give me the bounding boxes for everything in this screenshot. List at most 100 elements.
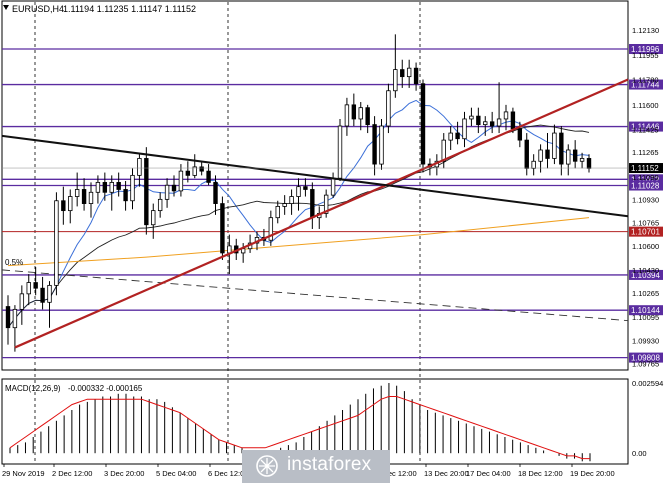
- level-tag-bg-1.10394: [629, 269, 663, 280]
- macd-panel: [9, 383, 591, 462]
- candle-body: [171, 184, 177, 192]
- candle-body: [68, 196, 73, 212]
- candle-body: [400, 69, 405, 78]
- ohlc-readout: 1.11194 1.11235 1.11147 1.11152: [63, 4, 196, 14]
- level-tag-bg-1.11446: [629, 121, 663, 132]
- price-tick-label: 1.09930: [632, 336, 659, 345]
- candle-body: [517, 128, 523, 141]
- orange-moving-average: [7, 217, 590, 267]
- candle-body: [372, 124, 377, 165]
- red-uptrend-line: [14, 78, 629, 349]
- price-tick-label: 1.10430: [632, 266, 659, 275]
- candle-body: [213, 182, 218, 204]
- candle-body: [386, 90, 391, 127]
- level-tag-bg-1.11744: [629, 79, 663, 90]
- horizontal-levels: [1, 48, 629, 359]
- candle-body: [358, 107, 363, 120]
- candle-body: [61, 200, 66, 212]
- candle-body: [206, 170, 211, 183]
- current-price-tag: 1.11152: [631, 164, 659, 173]
- macd-title: MACD(12,26,9): [5, 384, 61, 393]
- level-tag-1.10144: 1.10144: [631, 306, 660, 315]
- candle-body: [420, 83, 426, 165]
- candle-body: [227, 245, 232, 254]
- time-tick-label: 5 Dec 04:00: [156, 469, 196, 478]
- candle-body: [483, 121, 488, 125]
- candle-body: [379, 125, 384, 165]
- candle-body: [441, 139, 446, 162]
- level-tag-1.11028: 1.11028: [631, 182, 660, 191]
- instaforex-logo-icon: [256, 455, 278, 477]
- fib-level-label: 0.5%: [5, 258, 23, 267]
- level-tag-bg-1.11072: [629, 174, 663, 185]
- macd-signal-line: [9, 396, 590, 460]
- price-tick-label: 1.11425: [632, 126, 659, 135]
- candle-body: [524, 139, 529, 169]
- fib-dashed-line: [1, 269, 629, 322]
- candle-body: [310, 189, 315, 219]
- time-tick-label: 13 Dec 20:00: [424, 469, 469, 478]
- price-tick-label: 1.09765: [632, 360, 659, 369]
- candle-body: [130, 174, 135, 202]
- level-tag-bg-1.11028: [629, 180, 663, 191]
- candle-body: [5, 306, 11, 329]
- candle-body: [303, 186, 308, 190]
- price-tick-label: 1.10265: [632, 289, 659, 298]
- candle-body: [192, 166, 197, 176]
- black-downtrend-line: [1, 134, 629, 218]
- macd-values: -0.000332 -0.000165: [68, 384, 143, 393]
- candle-body: [289, 196, 294, 204]
- candle-body: [123, 189, 128, 202]
- candle-body: [268, 217, 274, 241]
- time-tick-label: 3 Dec 20:00: [104, 469, 144, 478]
- candle-body: [552, 132, 557, 159]
- level-tag-bg-1.11996: [629, 44, 663, 55]
- candle-body: [496, 118, 502, 127]
- candle-body: [503, 111, 509, 120]
- time-tick-label: 29 Nov 2019: [2, 469, 45, 478]
- candle-body: [531, 160, 536, 169]
- level-tag-1.10394: 1.10394: [631, 271, 660, 280]
- candle-body: [330, 177, 336, 196]
- price-tick-label: 1.10095: [632, 313, 659, 322]
- candle-body: [282, 203, 287, 207]
- candle-body: [116, 182, 121, 190]
- candle-body: [26, 282, 31, 295]
- candle-body: [185, 170, 191, 176]
- price-tick-label: 1.11600: [632, 101, 659, 110]
- time-tick-label: 2 Dec 12:00: [52, 469, 92, 478]
- candle-body: [54, 200, 59, 286]
- candle-body: [462, 118, 467, 140]
- candle-body: [323, 194, 329, 214]
- price-tick-label: 1.10930: [632, 195, 659, 204]
- candle-body: [102, 182, 108, 193]
- candle-body: [81, 189, 87, 204]
- time-tick-label: 19 Dec 20:00: [570, 469, 615, 478]
- candle-body: [19, 293, 25, 310]
- candle-body: [164, 184, 170, 200]
- level-tag-1.10701: 1.10701: [631, 228, 660, 237]
- candle-body: [47, 284, 52, 303]
- candle-body: [178, 170, 184, 192]
- candle-body: [566, 149, 571, 165]
- trend-lines: [1, 78, 629, 349]
- candle-body: [579, 158, 585, 162]
- candle-body: [586, 158, 592, 169]
- dropdown-triangle-icon[interactable]: [3, 5, 9, 10]
- candle-body: [12, 308, 18, 329]
- level-tag-1.11446: 1.11446: [631, 123, 660, 132]
- price-tick-label: 1.11955: [632, 51, 659, 60]
- candle-body: [95, 182, 101, 193]
- price-tick-label: 1.10765: [632, 219, 659, 228]
- candle-body: [413, 67, 419, 85]
- candle-body: [33, 282, 38, 289]
- candle-body: [469, 115, 474, 120]
- candle-body: [448, 132, 453, 141]
- candle-body: [344, 104, 350, 127]
- level-tag-bg-1.09808: [629, 352, 663, 363]
- candle-body: [40, 287, 45, 303]
- candle-body: [157, 198, 163, 212]
